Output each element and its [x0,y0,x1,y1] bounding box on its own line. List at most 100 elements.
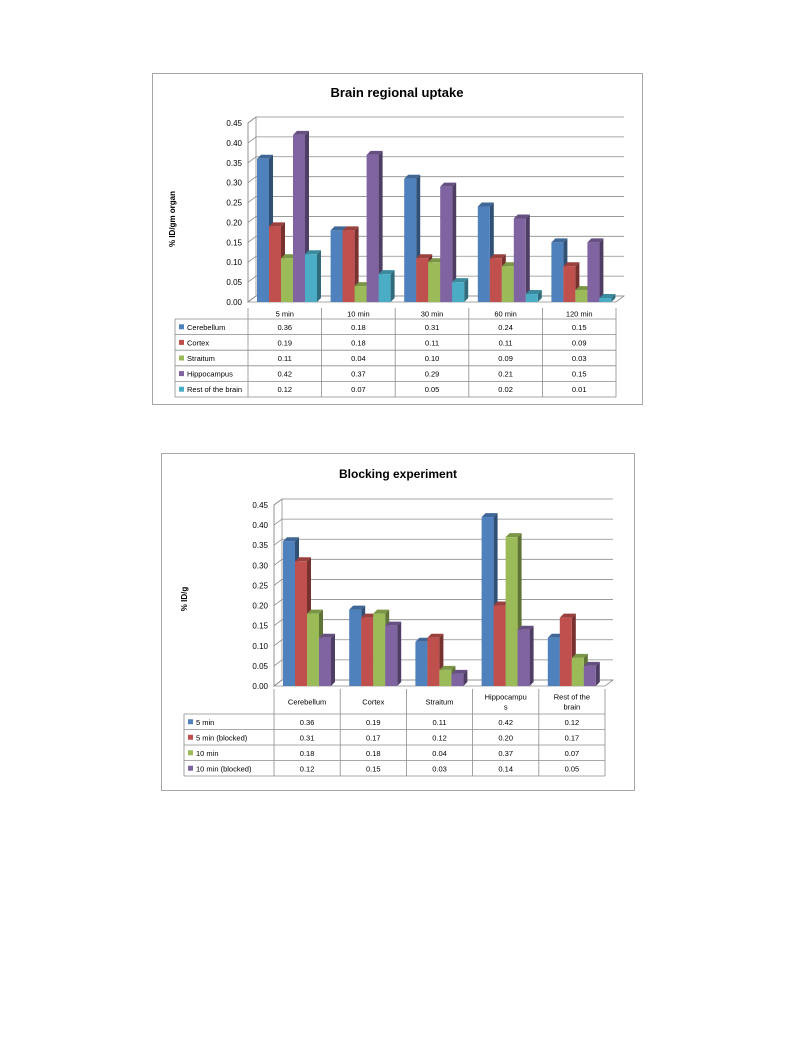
y-tick-label: 0.35 [226,159,242,168]
bar-top [404,174,421,179]
data-label: 0.21 [498,370,513,379]
category-label: Straitum [426,698,454,707]
data-label: 0.19 [366,718,381,727]
legend-swatch-rest-of-the-brain [179,386,184,392]
legend-swatch-straitum [179,355,184,361]
category-label-line: Straitum [426,698,454,707]
data-label: 0.31 [425,323,440,332]
bar-rest-of-the-brain-120-min [599,294,616,302]
data-label: 0.37 [351,370,366,379]
data-label: 0.37 [498,749,513,758]
bar-top [525,290,542,295]
data-label: 0.17 [565,733,580,742]
data-label: 0.15 [572,370,587,379]
bar-front [404,178,417,302]
bar-10-min-blocked-cortex [385,621,402,686]
bar-top [427,633,444,638]
data-label: 0.02 [498,385,513,394]
y-tick-label: 0.45 [226,119,242,128]
data-label: 0.29 [425,370,440,379]
y-tick-label: 0.20 [252,602,268,611]
bar-hippocampus-30-min [440,182,457,302]
bar-top [349,605,366,610]
data-label: 0.17 [366,733,381,742]
bar-side [331,633,335,686]
bar-side [595,661,600,686]
bar-front [427,637,440,686]
data-label: 0.11 [499,338,513,347]
gridline [247,136,624,144]
category-label-line: 10 min [347,310,370,319]
legend-label: Cortex [187,338,209,347]
gridline [273,518,613,526]
bar-front [599,298,612,302]
bar-front [257,158,269,302]
chart-svg: Blocking experiment 0.00 0.05 0.10 0.15 0.20 0… [180,467,615,777]
bar-front [571,657,584,686]
data-label: 0.05 [565,764,580,773]
legend-swatch-5-min [188,719,193,725]
bar-top [551,238,568,243]
bar-top [295,557,311,562]
bar-front [439,669,452,686]
chart-blocking-experiment: Blocking experiment 0.00 0.05 0.10 0.15 0.20 0… [161,453,635,791]
bar-top [319,633,335,638]
bar-front [517,629,530,686]
data-label: 0.18 [300,749,315,758]
category-label-line: Hippocampu [485,693,527,702]
legend-swatch-cerebellum [179,324,184,330]
legend-swatch-10-min-blocked [188,765,193,771]
bar-front [378,274,391,302]
legend-swatch-cortex [179,339,184,345]
bar-rest-of-the-brain-30-min [452,278,469,302]
category-label: Cortex [362,698,384,707]
y-tick-label: 0.25 [226,199,242,208]
bar-front [513,218,526,302]
gridline [247,235,624,243]
bar-10-min-blocked-hippocampus [517,625,534,686]
y-tick-label: 0.15 [226,238,242,247]
category-label-line: 30 min [421,310,444,319]
bar-front [551,242,564,302]
bar-top [257,154,273,159]
bar-front [501,266,514,302]
bar-front [563,266,576,302]
bar-front [489,258,502,302]
bar-side [464,278,469,302]
bar-front [416,258,429,302]
bar-top [571,653,588,658]
bar-side [378,150,383,302]
bar-side [525,214,530,302]
y-tick-label: 0.35 [252,541,268,550]
y-axis-label: % ID/gm organ [168,191,177,247]
data-label: 0.10 [425,354,440,363]
bar-rest-of-the-brain-60-min [525,290,542,302]
bar-top [305,250,321,255]
gridline [247,216,624,223]
bar-front [440,186,453,302]
bar-front [452,282,465,302]
bar-front [525,294,538,302]
legend-label: 10 min [196,749,219,758]
gridline [273,558,613,566]
data-label: 0.01 [572,385,587,394]
category-label-line: 120 min [566,310,593,319]
bar-front [305,254,317,302]
bar-top [269,222,285,227]
y-tick-label: 0.30 [252,561,268,570]
bar-10-min-blocked-rest-of-the-brain [583,661,600,686]
data-label: 0.15 [366,764,381,773]
bar-front [451,673,464,686]
bar-front [559,617,572,686]
bar-top [452,278,469,283]
bar-hippocampus-10-min [366,150,383,302]
category-label: 60 min [494,310,517,319]
category-label: Rest of the brain [554,693,590,712]
y-tick-label: 0.40 [252,521,268,530]
y-tick-label: 0.10 [252,642,268,651]
bar-top [505,533,522,538]
gridline [247,116,624,124]
y-tick-label: 0.45 [252,501,268,510]
data-label: 0.09 [572,338,587,347]
bar-front [307,613,319,686]
